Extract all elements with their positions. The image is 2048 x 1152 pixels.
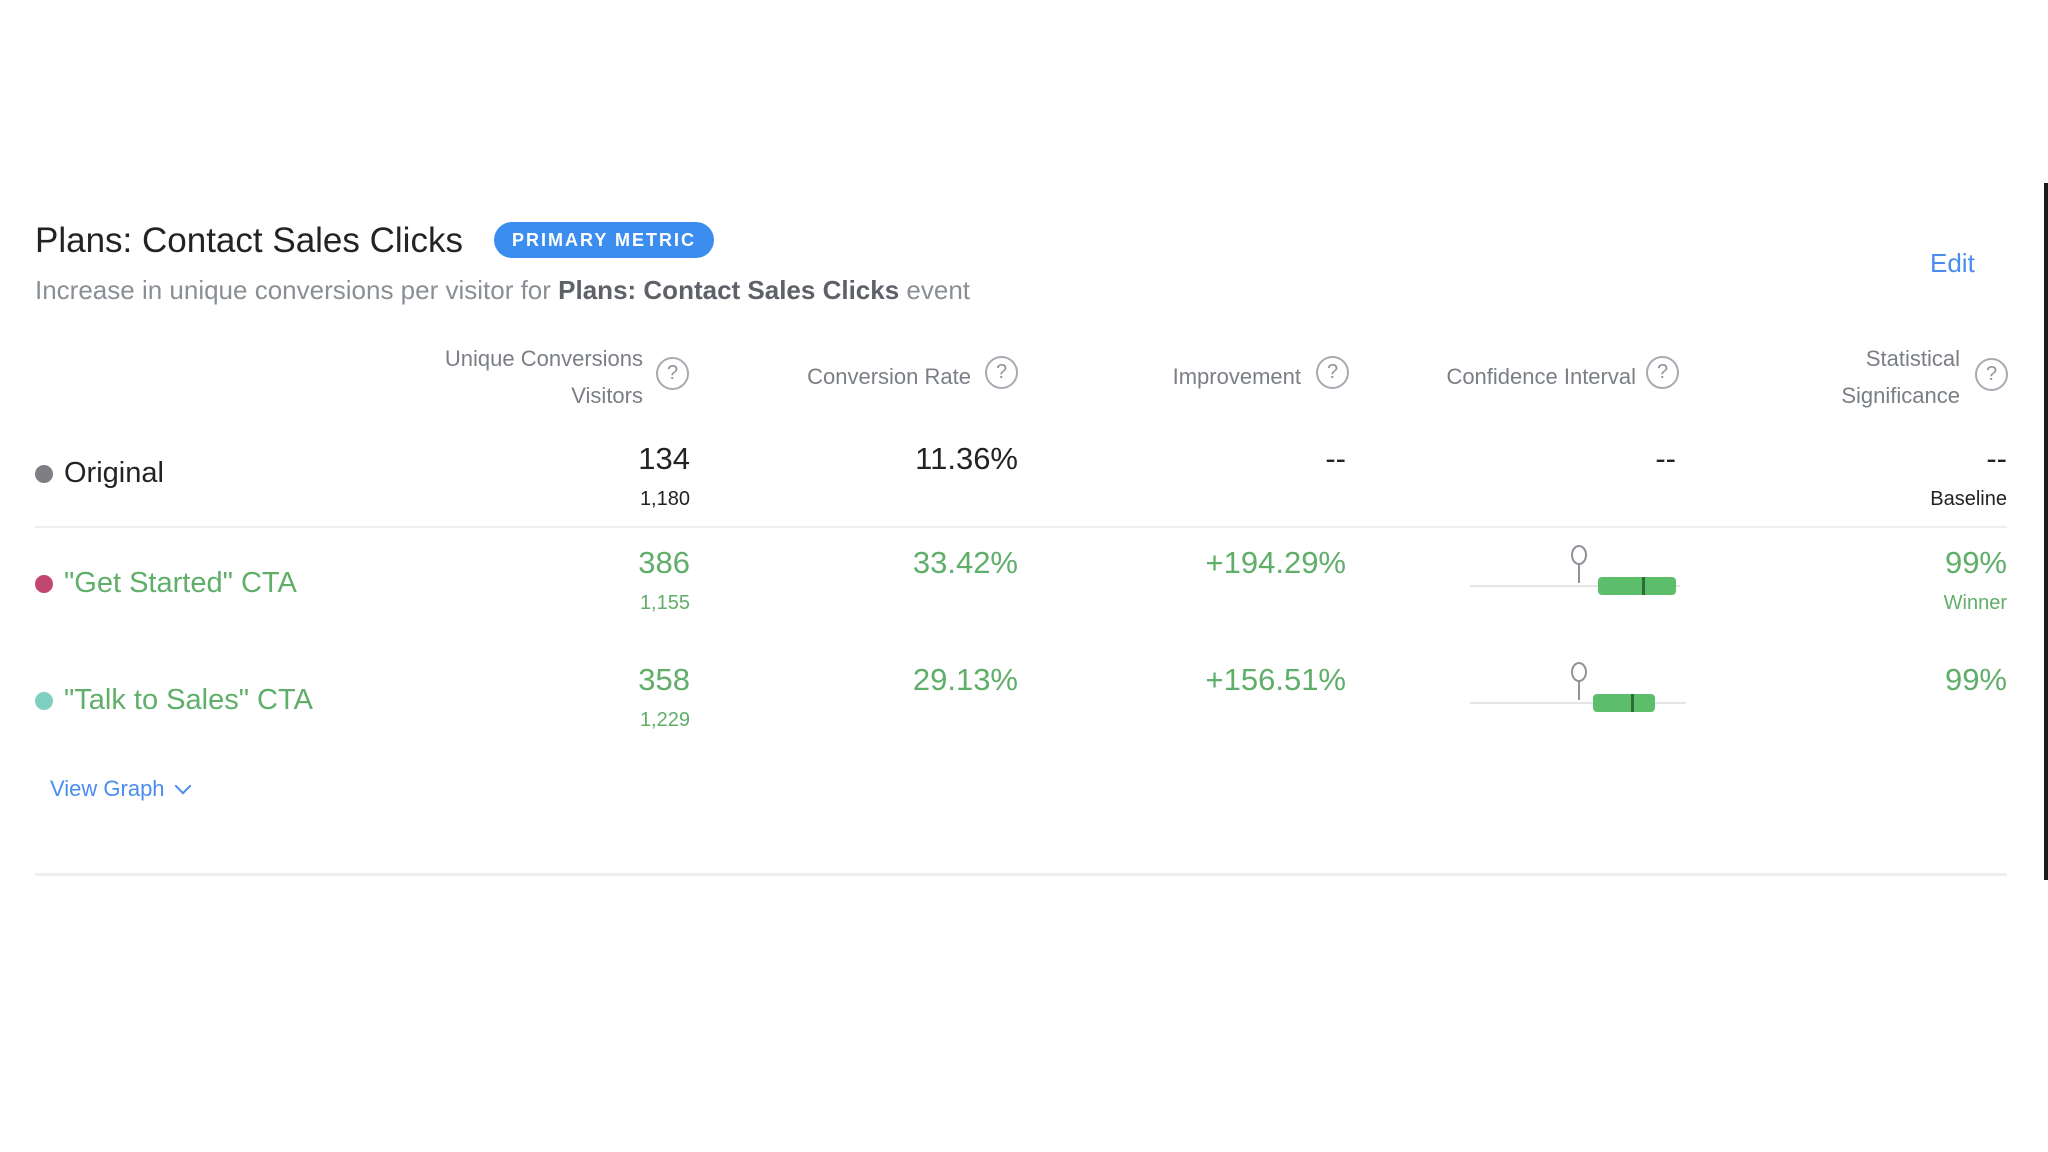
- edit-link[interactable]: Edit: [1930, 248, 1975, 278]
- significance-value: 99%: [1944, 545, 2007, 580]
- description-event: Plans: Contact Sales Clicks: [558, 275, 900, 305]
- variation-color-dot: [35, 574, 53, 593]
- ci-zero-line: [1578, 559, 1580, 583]
- row-divider: [35, 526, 2007, 528]
- significance-note: Baseline: [1930, 488, 2007, 510]
- ci-axis: [1470, 702, 1686, 704]
- confidence-interval-value: --: [1655, 441, 1676, 476]
- column-header-conversion-rate: Conversion Rate: [807, 364, 971, 389]
- variation-name: "Get Started" CTA: [64, 567, 297, 599]
- ci-point-estimate: [1631, 694, 1634, 712]
- unique-conversions-value: 358: [638, 662, 690, 697]
- primary-metric-badge: PRIMARY METRIC: [494, 222, 715, 258]
- column-header-significance-line1: Statistical: [1865, 346, 1960, 371]
- chevron-down-icon: [174, 777, 192, 795]
- help-icon[interactable]: ?: [656, 357, 689, 390]
- column-header-significance-line2: Significance: [1841, 383, 1960, 408]
- column-header-unique-conversions-line1: Unique Conversions: [444, 346, 643, 371]
- conversion-rate-value: 29.13%: [912, 662, 1018, 697]
- visitors-value: 1,155: [639, 592, 690, 614]
- help-icon[interactable]: ?: [1316, 356, 1349, 389]
- help-icon[interactable]: ?: [985, 356, 1018, 389]
- ci-zero-line: [1578, 676, 1580, 700]
- variation-color-dot: [35, 691, 53, 710]
- conversion-rate-value: 33.42%: [912, 545, 1018, 580]
- view-graph-toggle[interactable]: View Graph: [50, 776, 192, 802]
- significance-value: --: [1986, 441, 2007, 476]
- improvement-value: --: [1325, 441, 1346, 476]
- help-icon[interactable]: ?: [1975, 358, 2008, 391]
- visitors-value: 1,229: [639, 709, 690, 731]
- variation-color-dot: [35, 464, 53, 483]
- confidence-interval-graphic: [1470, 545, 1690, 605]
- significance-value: 99%: [1944, 662, 2007, 697]
- significance-note: Winner: [1943, 592, 2007, 614]
- unique-conversions-value: 134: [638, 441, 690, 476]
- column-header-visitors-line2: Visitors: [571, 383, 643, 408]
- metric-description: Increase in unique conversions per visit…: [35, 275, 970, 306]
- variation-label: Original: [35, 457, 164, 490]
- ci-zero-marker: [1571, 545, 1587, 565]
- window-edge: [2044, 183, 2048, 880]
- column-header-confidence-interval: Confidence Interval: [1446, 364, 1636, 389]
- variation-label: "Talk to Sales" CTA: [35, 684, 313, 717]
- ci-zero-marker: [1571, 662, 1587, 682]
- variation-label: "Get Started" CTA: [35, 567, 297, 600]
- unique-conversions-value: 386: [638, 545, 690, 580]
- description-prefix: Increase in unique conversions per visit…: [35, 275, 559, 305]
- variation-name: "Talk to Sales" CTA: [64, 684, 313, 716]
- section-divider: [35, 873, 2007, 876]
- view-graph-label: View Graph: [50, 776, 165, 801]
- ci-range-bar: [1593, 694, 1655, 712]
- ci-point-estimate: [1642, 577, 1645, 595]
- column-header-improvement: Improvement: [1172, 364, 1301, 389]
- description-suffix: event: [899, 275, 971, 305]
- column-header-statistical-significance: Statistical Significance: [1841, 340, 1960, 414]
- confidence-interval-graphic: [1470, 662, 1690, 722]
- column-header-unique-conversions: Unique Conversions Visitors: [445, 340, 643, 414]
- ci-range-bar: [1598, 577, 1676, 595]
- variation-name: Original: [64, 457, 164, 489]
- help-icon[interactable]: ?: [1646, 356, 1679, 389]
- ci-axis: [1470, 585, 1680, 587]
- improvement-value: +194.29%: [1205, 545, 1346, 580]
- visitors-value: 1,180: [639, 488, 690, 510]
- metric-title: Plans: Contact Sales Clicks: [35, 221, 463, 260]
- conversion-rate-value: 11.36%: [915, 441, 1018, 476]
- improvement-value: +156.51%: [1205, 662, 1346, 697]
